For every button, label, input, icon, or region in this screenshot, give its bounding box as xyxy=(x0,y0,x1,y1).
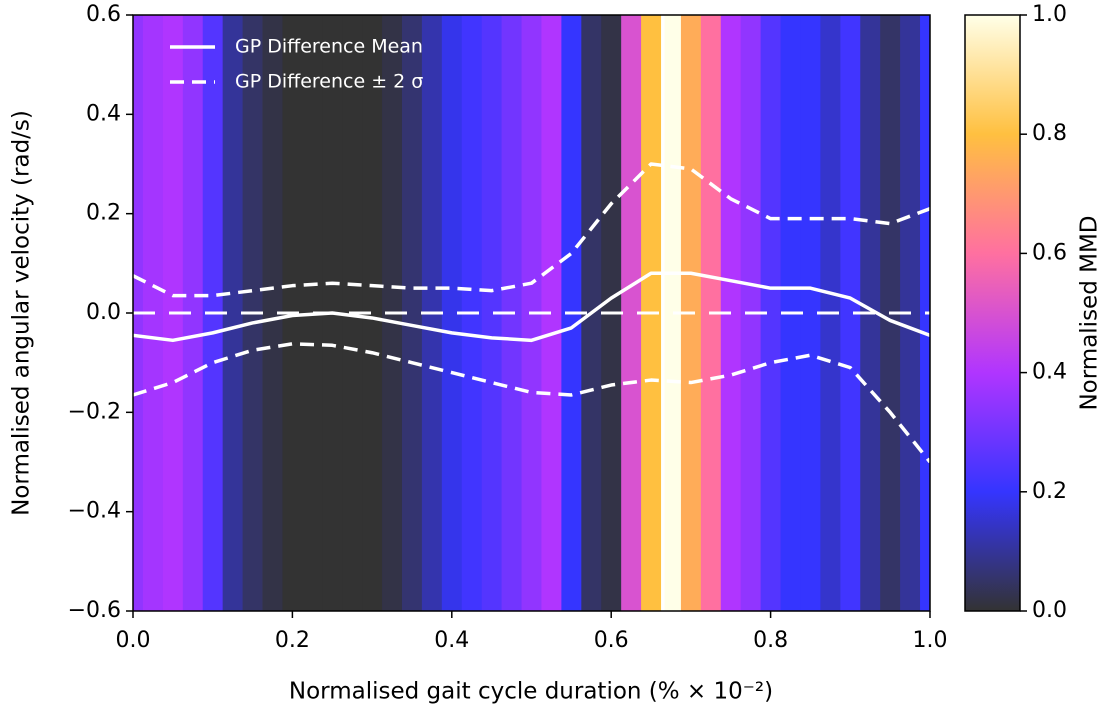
y-tick-label: 0.2 xyxy=(86,201,121,226)
mmd-stripe xyxy=(661,15,682,611)
legend-label: GP Difference ± 2 σ xyxy=(235,71,423,93)
series-line xyxy=(133,162,930,298)
x-tick-label: 1.0 xyxy=(913,628,948,653)
colorbar xyxy=(964,14,1021,612)
colorbar-tick-label: 0.4 xyxy=(1032,360,1067,385)
mmd-stripe xyxy=(840,15,861,611)
mmd-stripe xyxy=(541,15,562,611)
x-tick-label: 0.8 xyxy=(753,628,788,653)
mmd-stripe xyxy=(362,15,383,611)
legend-label: GP Difference Mean xyxy=(235,36,423,58)
colorbar-tick-label: 0.0 xyxy=(1032,598,1067,623)
y-tick-label: −0.4 xyxy=(68,499,121,524)
mmd-stripe xyxy=(760,15,782,611)
series-line xyxy=(133,342,930,464)
colorbar-tick-label: 1.0 xyxy=(1032,2,1067,27)
y-tick-label: −0.6 xyxy=(68,598,121,623)
x-tick-label: 0.0 xyxy=(116,628,151,653)
y-tick-label: −0.2 xyxy=(68,399,121,424)
x-axis-label: Normalised gait cycle duration (% × 10⁻²… xyxy=(289,679,773,705)
mmd-stripe xyxy=(441,15,463,611)
x-tick-label: 0.2 xyxy=(275,628,310,653)
mmd-stripe xyxy=(262,15,283,611)
plot-lines xyxy=(133,15,930,611)
y-axis-label: Normalised angular velocity (rad/s) xyxy=(9,110,35,516)
mmd-stripe xyxy=(481,15,503,611)
mmd-stripe xyxy=(182,15,204,611)
colorbar-label: Normalised MMD xyxy=(1077,215,1103,410)
mmd-stripe xyxy=(401,15,423,611)
mmd-stripe xyxy=(800,15,821,611)
mmd-stripe xyxy=(621,15,642,611)
colorbar-tick-label: 0.8 xyxy=(1032,121,1067,146)
colorbar-tick-label: 0.2 xyxy=(1032,479,1067,504)
y-tick-label: 0.6 xyxy=(86,2,121,27)
x-tick-label: 0.6 xyxy=(594,628,629,653)
y-tick-label: 0.4 xyxy=(86,101,121,126)
mmd-stripe xyxy=(222,15,244,611)
x-tick-label: 0.4 xyxy=(434,628,469,653)
series-line xyxy=(133,271,930,343)
colorbar-tick-label: 0.6 xyxy=(1032,240,1067,265)
y-tick-label: 0.0 xyxy=(86,300,121,325)
axes: 0.0 0.2 0.4 0.6 0.8 1.0 −0.6 −0.4 −0.2 0.0 0.2 0.4 0… xyxy=(68,2,1067,653)
